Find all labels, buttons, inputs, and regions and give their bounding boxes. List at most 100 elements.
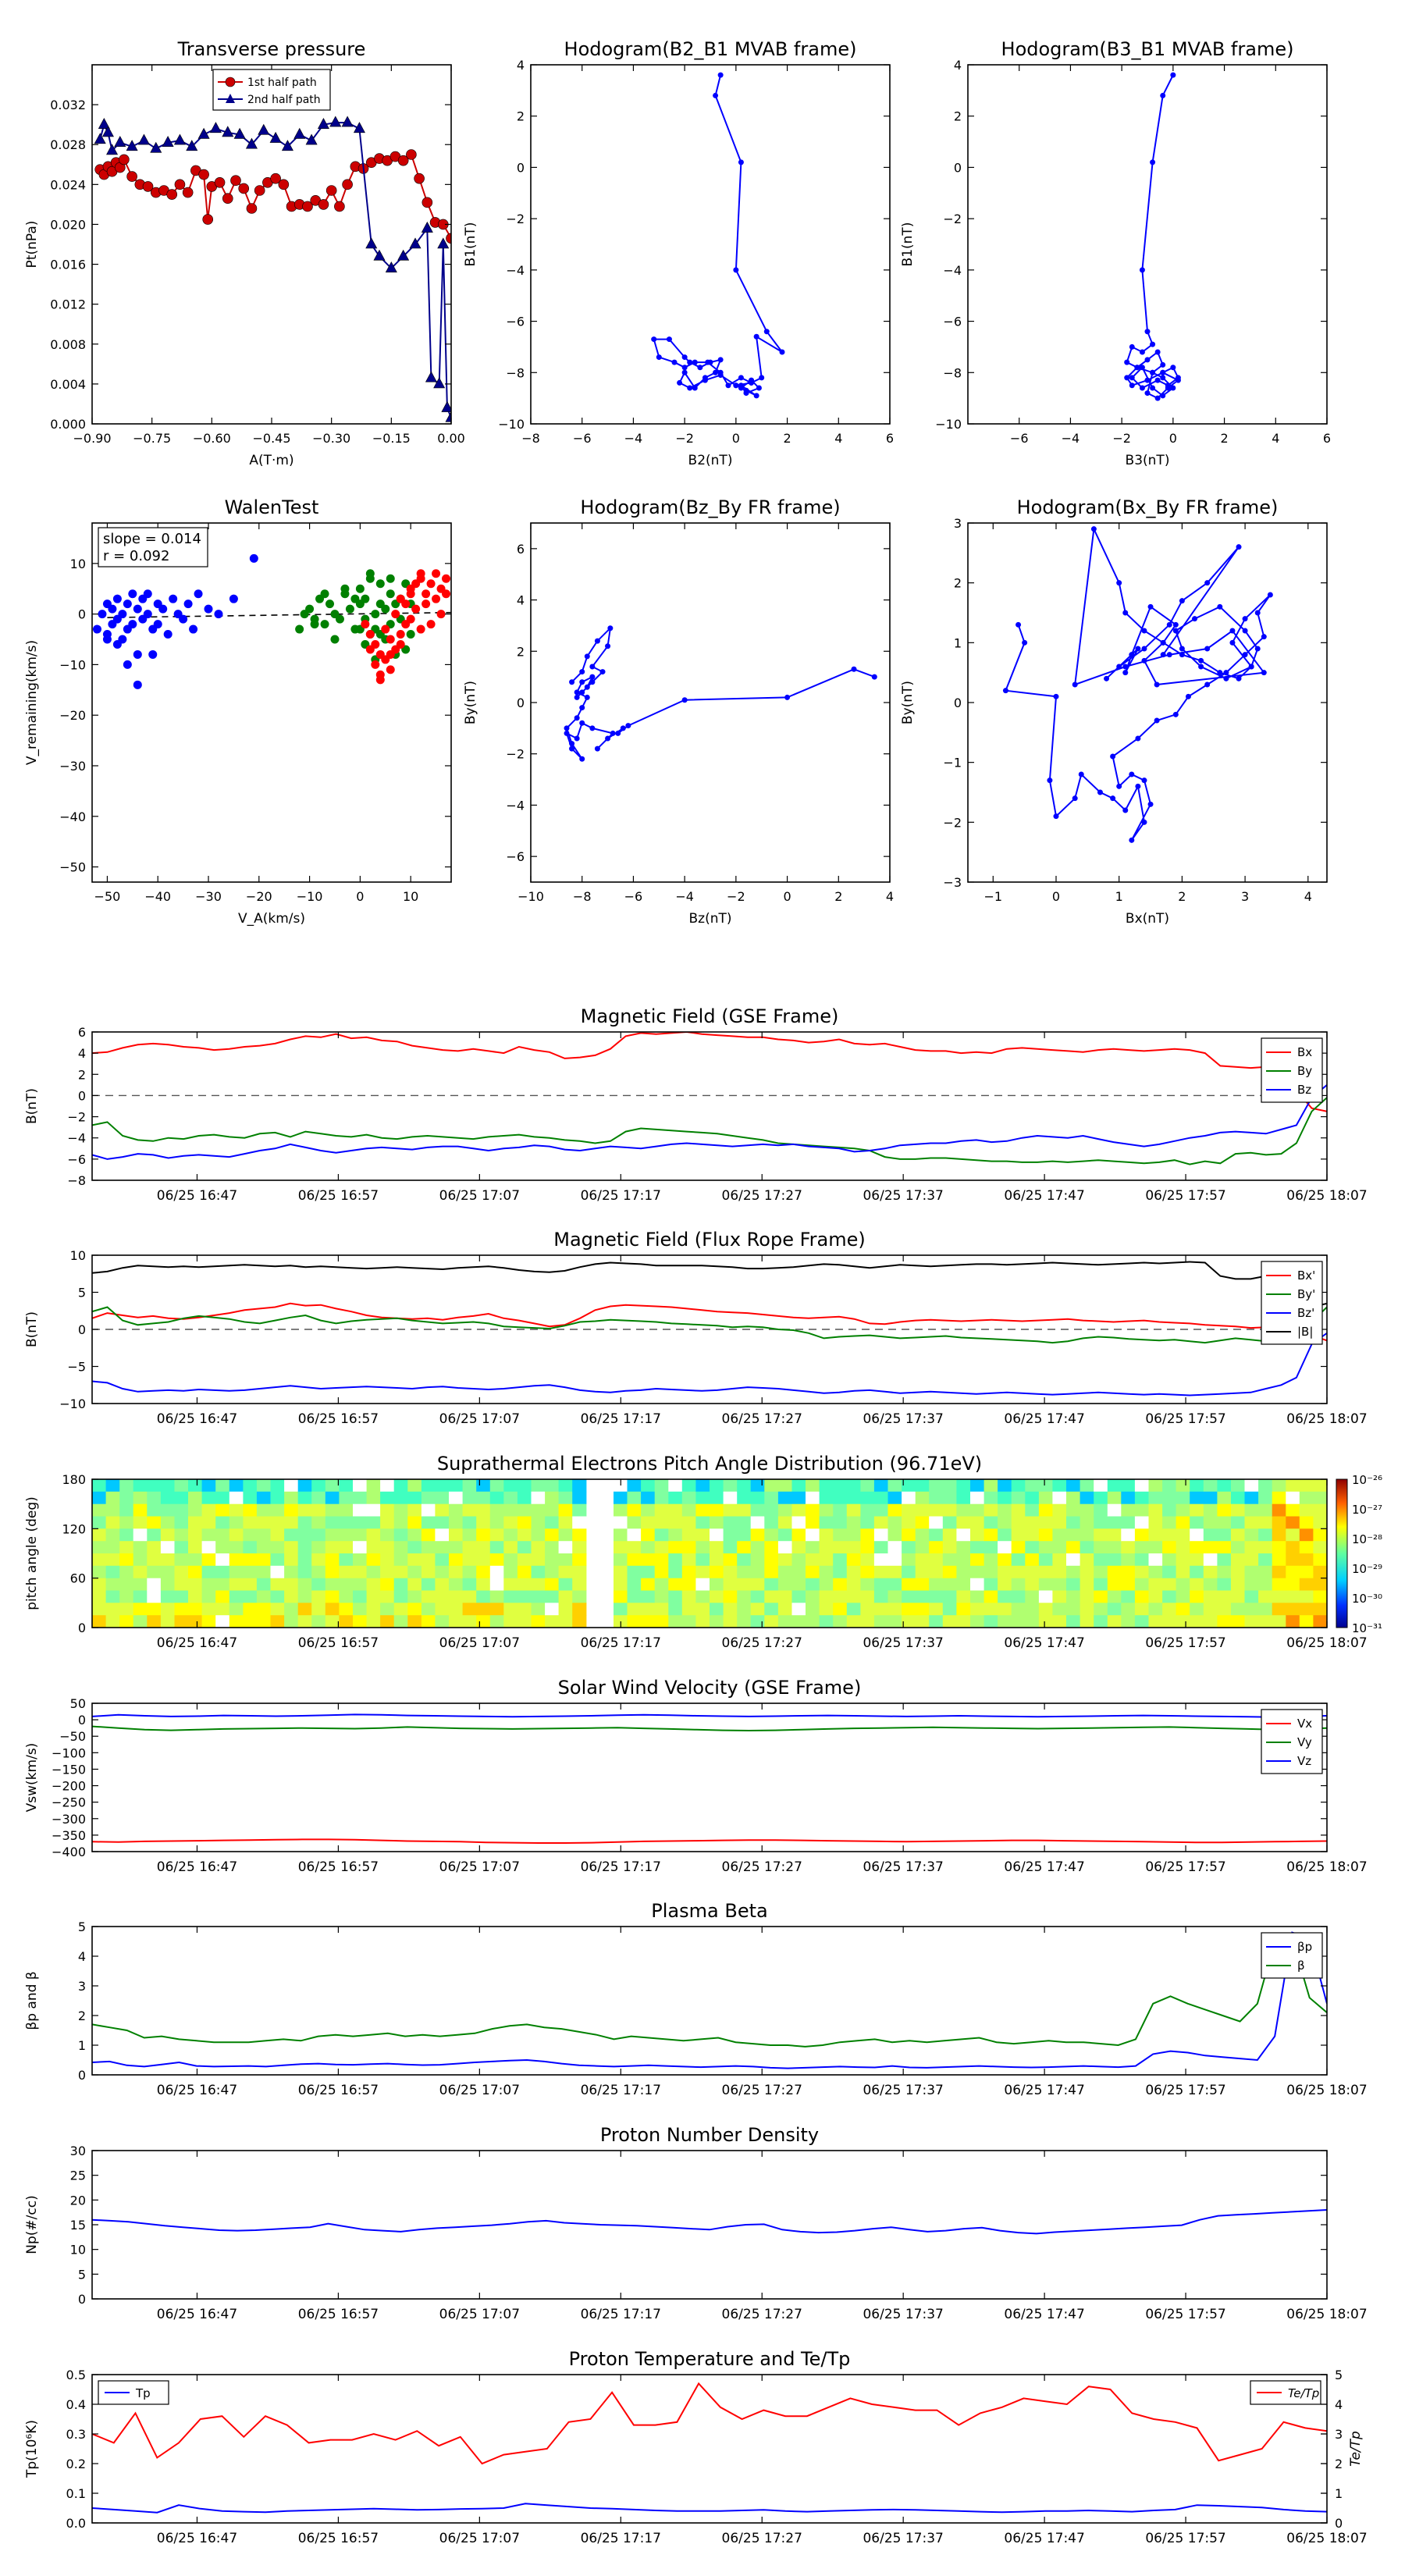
data-point [278, 179, 290, 190]
time-tick-label: 06/25 17:07 [439, 1411, 520, 1427]
data-point [717, 72, 724, 78]
heatmap-cell [860, 1553, 875, 1567]
heatmap-cell [284, 1590, 299, 1603]
heatmap-cell [147, 1516, 162, 1529]
y-tick-label: 0 [78, 1322, 86, 1337]
heatmap-cell [1231, 1491, 1246, 1505]
time-tick-label: 06/25 16:57 [298, 1635, 379, 1651]
data-point [295, 624, 304, 634]
time-tick-label: 06/25 17:07 [439, 2307, 520, 2322]
chart-title: Hodogram(Bz_By FR frame) [580, 496, 840, 518]
data-point [158, 604, 168, 614]
heatmap-cell [942, 1603, 957, 1616]
y-tick-label: 3 [78, 1979, 86, 1994]
heatmap-cell [750, 1578, 765, 1592]
heatmap-cell [572, 1491, 587, 1505]
heatmap-cell [819, 1528, 834, 1542]
data-point [589, 674, 596, 680]
heatmap-cell [1217, 1590, 1232, 1603]
y-tick-label: 0.028 [50, 137, 86, 152]
x-tick-label: 10 [403, 889, 418, 904]
plot-area [92, 1479, 1327, 1628]
heatmap-cell [873, 1565, 889, 1579]
heatmap-cell [270, 1553, 285, 1567]
legend-box [212, 69, 331, 111]
heatmap-cell [806, 1516, 820, 1529]
data-point [779, 349, 785, 355]
series-line-2 [92, 1713, 1327, 1718]
heatmap-cell [133, 1541, 148, 1554]
heatmap-cell [1052, 1491, 1067, 1505]
heatmap-cell [942, 1479, 957, 1493]
data-point [397, 155, 409, 166]
y-tick-label: −400 [52, 1845, 86, 1859]
data-point [108, 604, 117, 614]
heatmap-cell [503, 1603, 518, 1616]
heatmap-cell [311, 1578, 326, 1592]
heatmap-cell [256, 1590, 272, 1603]
heatmap-cell [668, 1516, 683, 1529]
x-tick-label: −2 [1112, 431, 1131, 446]
data-point [254, 185, 265, 196]
data-point [1160, 375, 1166, 381]
x-tick-label: 6 [886, 431, 894, 446]
heatmap-cell [887, 1528, 902, 1542]
heatmap-cell [503, 1479, 518, 1493]
data-point [1097, 789, 1103, 795]
heatmap-cell [393, 1491, 408, 1505]
heatmap-cell [887, 1503, 902, 1517]
x-tick-label: −20 [246, 889, 272, 904]
legend-label: βp [1297, 1940, 1312, 1954]
heatmap-cell [1244, 1565, 1259, 1579]
plot-area [92, 2209, 1327, 2235]
data-point [94, 133, 106, 144]
colorbar-label: 10⁻²⁹ [1352, 1562, 1382, 1576]
data-point [1104, 675, 1110, 681]
data-point [1129, 343, 1135, 350]
heatmap-cell [984, 1491, 998, 1505]
heatmap-cell [791, 1491, 806, 1505]
y-tick-label: −100 [52, 1745, 86, 1760]
heatmap-cell [970, 1516, 985, 1529]
data-point [1144, 390, 1151, 397]
heatmap-cell [1313, 1491, 1327, 1505]
colorbar-label: 10⁻³⁰ [1352, 1592, 1382, 1606]
heatmap-cell [1258, 1503, 1273, 1517]
heatmap-cell [819, 1553, 834, 1567]
heatmap-cell [572, 1603, 587, 1616]
x-tick-label: −6 [624, 889, 643, 904]
heatmap-cell [105, 1590, 120, 1603]
heatmap-cell [998, 1491, 1012, 1505]
heatmap-cell [407, 1565, 422, 1579]
y-tick-label: 0.016 [50, 258, 86, 272]
heatmap-cell [1134, 1615, 1150, 1628]
legend-label: Te/Tp [1288, 2386, 1319, 2400]
heatmap-cell [449, 1491, 464, 1505]
y-tick-label: −30 [59, 759, 86, 774]
heatmap-cell [1231, 1541, 1246, 1554]
legend-label: Vx [1297, 1717, 1312, 1731]
heatmap-cell [517, 1491, 532, 1505]
heatmap-cell [1094, 1603, 1108, 1616]
heatmap-cell [160, 1541, 176, 1554]
heatmap-cell [476, 1603, 491, 1616]
x-tick-label: −2 [727, 889, 745, 904]
y-tick-label: −3 [943, 875, 962, 890]
heatmap-cell [229, 1503, 244, 1517]
data-point [574, 694, 580, 700]
data-point [1254, 646, 1261, 652]
data-point [677, 379, 683, 386]
heatmap-cell [1217, 1565, 1232, 1579]
x-axis-label: A(T·m) [249, 453, 293, 468]
heatmap-cell [339, 1565, 354, 1579]
heatmap-cell [956, 1553, 971, 1567]
heatmap-cell [929, 1503, 944, 1517]
data-point [1198, 664, 1204, 670]
heatmap-cell [545, 1565, 560, 1579]
data-point [114, 136, 126, 147]
heatmap-cell [188, 1479, 203, 1493]
heatmap-cell [1038, 1516, 1054, 1529]
heatmap-cell [1134, 1491, 1150, 1505]
heatmap-cell [393, 1479, 408, 1493]
heatmap-cell [1094, 1541, 1108, 1554]
